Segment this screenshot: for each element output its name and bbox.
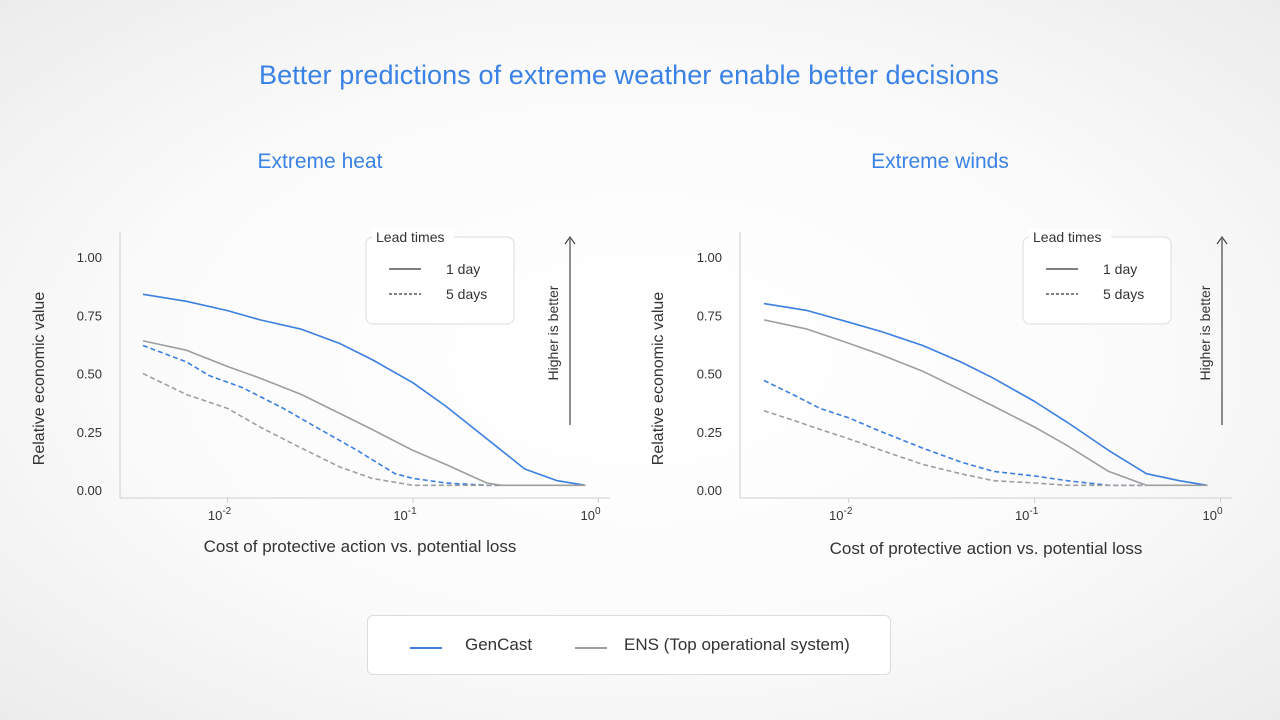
x-tick-label: 10-1	[1015, 506, 1039, 523]
y-axis-label: Relative economic value	[31, 292, 48, 466]
y-tick-label: 0.50	[77, 367, 102, 382]
annotation-higher-is-better: Higher is better	[1197, 285, 1213, 380]
lead-times-legend-title: Lead times	[376, 229, 444, 245]
legend-swatch-gencast	[410, 647, 442, 649]
y-tick-label: 1.00	[697, 250, 722, 265]
y-tick-label: 0.75	[77, 308, 102, 323]
series-legend: GenCast ENS (Top operational system)	[367, 615, 891, 675]
y-tick-label: 0.25	[697, 425, 722, 440]
x-tick-label: 100	[1202, 506, 1222, 523]
x-axis-label: Cost of protective action vs. potential …	[204, 537, 517, 556]
lead-times-legend-title-bg	[1029, 229, 1111, 243]
series-line-gencast-1-day	[763, 302, 1208, 487]
page-title: Better predictions of extreme weather en…	[258, 60, 999, 90]
series-line-gencast-5-days	[142, 344, 502, 487]
lead-times-legend-title: Lead times	[1033, 229, 1101, 245]
series-line-ens-5-days	[142, 372, 502, 487]
series-line-ens-5-days	[763, 410, 1147, 487]
y-tick-label: 0.25	[77, 425, 102, 440]
legend-label-ens: ENS (Top operational system)	[624, 635, 850, 654]
lead-legend-label-1-day: 1 day	[446, 261, 480, 277]
arrow-head-icon	[564, 235, 576, 245]
y-tick-label: 0.75	[697, 308, 722, 323]
lead-times-legend-title-bg	[372, 229, 454, 243]
y-axis-label: Relative economic value	[650, 292, 667, 466]
annotation-higher-is-better: Higher is better	[545, 285, 561, 380]
series-line-gencast-5-days	[763, 379, 1147, 487]
arrow-head-icon	[1216, 235, 1228, 245]
x-tick-label: 10-2	[208, 506, 232, 523]
chart-title-extreme-winds: Extreme winds	[871, 150, 1009, 173]
series-line-ens-1-day	[142, 340, 586, 487]
series-line-gencast-1-day	[142, 293, 586, 487]
lead-times-legend-box	[1022, 236, 1172, 325]
x-tick-label: 100	[580, 506, 600, 523]
y-tick-label: 0.00	[77, 483, 102, 498]
x-axis-label: Cost of protective action vs. potential …	[830, 539, 1143, 558]
x-tick-label: 10-2	[829, 506, 853, 523]
chart-title-extreme-heat: Extreme heat	[257, 150, 383, 173]
y-tick-label: 1.00	[77, 250, 102, 265]
legend-swatch-ens	[575, 647, 607, 649]
y-tick-label: 0.00	[697, 483, 722, 498]
legend-label-gencast: GenCast	[465, 635, 533, 654]
series-line-ens-1-day	[763, 319, 1208, 487]
x-tick-label: 10-1	[393, 506, 417, 523]
lead-legend-label-5-days: 5 days	[1103, 286, 1144, 302]
lead-legend-label-5-days: 5 days	[446, 286, 487, 302]
lead-legend-label-1-day: 1 day	[1103, 261, 1137, 277]
y-tick-label: 0.50	[697, 367, 722, 382]
